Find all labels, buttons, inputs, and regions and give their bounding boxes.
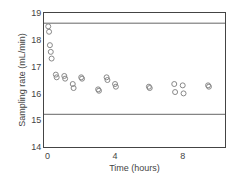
svg-text:Time (hours): Time (hours) <box>109 163 160 173</box>
svg-text:19: 19 <box>31 8 41 18</box>
svg-text:17: 17 <box>31 62 41 72</box>
svg-text:0: 0 <box>45 151 50 161</box>
svg-text:16: 16 <box>31 89 41 99</box>
svg-text:14: 14 <box>31 142 41 152</box>
svg-text:18: 18 <box>31 35 41 45</box>
svg-text:4: 4 <box>113 151 118 161</box>
svg-text:15: 15 <box>31 115 41 125</box>
svg-text:Sampling rate (mL/min): Sampling rate (mL/min) <box>17 33 27 127</box>
svg-text:8: 8 <box>180 151 185 161</box>
